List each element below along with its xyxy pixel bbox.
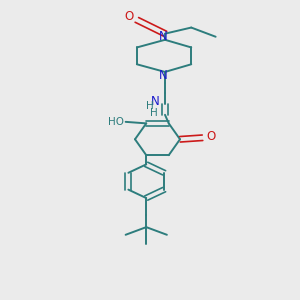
Text: N: N	[159, 69, 167, 82]
Text: H: H	[146, 100, 154, 111]
Text: N: N	[151, 94, 160, 107]
Text: N: N	[159, 30, 167, 43]
Text: O: O	[206, 130, 215, 143]
Text: H: H	[150, 108, 158, 118]
Text: O: O	[125, 10, 134, 23]
Text: HO: HO	[108, 117, 124, 127]
